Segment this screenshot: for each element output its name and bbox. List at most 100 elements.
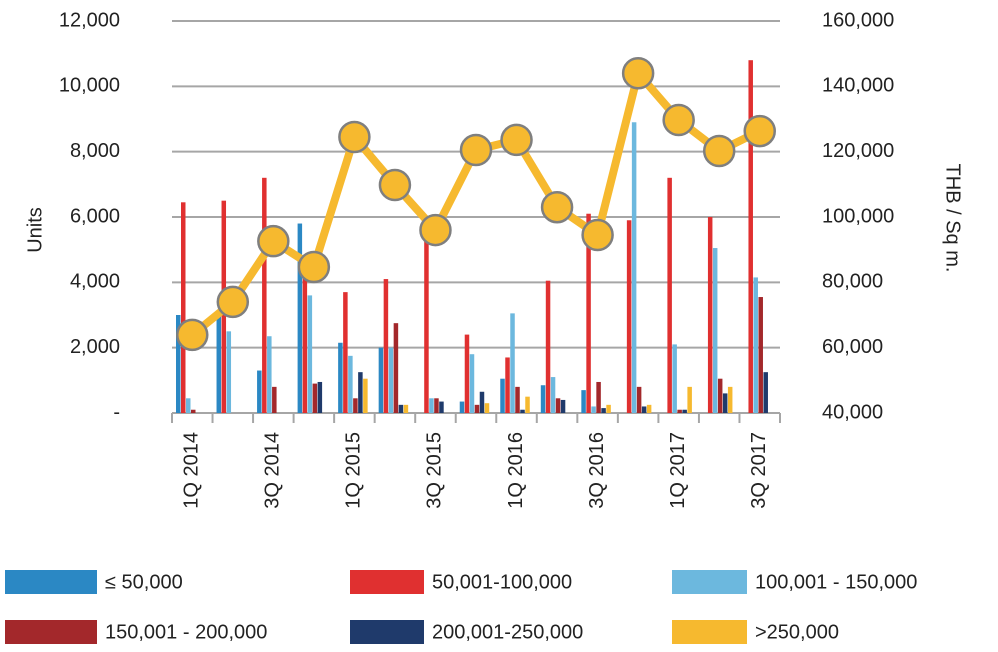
bar [636, 386, 642, 413]
bar [348, 355, 353, 413]
legend-swatch [5, 620, 97, 644]
line-marker [378, 168, 412, 202]
line-marker [621, 57, 655, 90]
bar [439, 401, 444, 413]
line-marker [338, 120, 371, 154]
bar [555, 398, 561, 413]
bar [712, 248, 718, 413]
bar [722, 393, 728, 413]
bar [484, 403, 490, 413]
bar [510, 313, 515, 413]
y-tick-label: 4,000 [70, 271, 120, 293]
bar [646, 404, 652, 413]
bar [500, 378, 505, 413]
legend-swatch [672, 570, 747, 594]
bar [312, 383, 318, 413]
bar [753, 277, 758, 413]
bar [591, 406, 596, 413]
x-tick-label: 1Q 2017 [667, 432, 689, 509]
bar [525, 396, 530, 413]
bar [687, 386, 692, 413]
legend-label: 150,001 - 200,000 [105, 621, 267, 643]
bar [641, 406, 647, 413]
bar [191, 409, 196, 413]
line-marker [540, 190, 574, 224]
bar [176, 315, 181, 413]
bar [186, 398, 191, 413]
bar [338, 342, 343, 413]
legend-swatch [5, 570, 97, 594]
x-tick-label: 1Q 2014 [181, 432, 203, 509]
line-marker [257, 224, 290, 258]
bar [560, 399, 566, 413]
bar [581, 390, 586, 413]
bar [545, 280, 551, 413]
bar [717, 378, 723, 413]
bar [434, 398, 439, 413]
bar [226, 331, 232, 413]
bar [464, 334, 470, 413]
y-tick-label: 10,000 [59, 75, 120, 97]
line-marker [500, 123, 533, 157]
legend-label: 200,001-250,000 [432, 621, 583, 643]
bar [262, 177, 267, 413]
bar [307, 295, 313, 413]
bar [317, 381, 323, 413]
bar [540, 385, 546, 413]
bar [515, 386, 520, 413]
bar [505, 357, 510, 413]
y-tick-label: 2,000 [70, 336, 120, 358]
line-marker [216, 285, 250, 319]
x-tick-label: 3Q 2017 [748, 432, 770, 509]
line-marker [419, 213, 452, 247]
x-tick-label: 3Q 2015 [424, 432, 446, 509]
x-tick-label: 1Q 2016 [505, 432, 527, 509]
bar [586, 213, 591, 413]
line-marker [581, 218, 614, 252]
bar [267, 336, 272, 413]
y2-tick-label: 80,000 [822, 271, 883, 293]
y-tick-label: 8,000 [70, 140, 120, 162]
y-axis-label: Units [24, 207, 46, 253]
y2-tick-label: 60,000 [822, 336, 883, 358]
x-tick-label: 1Q 2015 [343, 432, 365, 509]
bar [429, 398, 434, 413]
bar [626, 220, 632, 413]
bar [606, 404, 611, 413]
bar [677, 409, 682, 413]
bar [550, 377, 556, 413]
x-tick-label: 3Q 2016 [586, 432, 608, 509]
bar [631, 122, 637, 414]
bar [363, 378, 368, 413]
bar [302, 256, 308, 413]
bar [707, 217, 713, 413]
legend-swatch [672, 620, 747, 644]
legend-swatch [350, 620, 424, 644]
bar [474, 404, 480, 413]
y-tick-label: - [113, 401, 120, 423]
bar [601, 408, 606, 413]
x-tick-label: 3Q 2014 [262, 432, 284, 509]
y2-axis-label: THB / Sq m. [942, 164, 964, 273]
bar [479, 391, 485, 413]
bar [469, 354, 475, 413]
line-marker [297, 250, 331, 284]
y2-tick-label: 120,000 [822, 140, 894, 162]
y2-tick-label: 40,000 [822, 401, 883, 423]
legend-label: ≤ 50,000 [105, 571, 183, 593]
bar [398, 404, 404, 413]
line-marker [702, 134, 736, 168]
bar [667, 177, 672, 413]
bar [297, 223, 303, 413]
bar [257, 370, 262, 413]
y2-tick-label: 160,000 [822, 9, 894, 31]
legend-label: >250,000 [755, 621, 839, 643]
bar [272, 386, 277, 413]
bar [216, 315, 222, 413]
bar [403, 404, 409, 413]
bar [393, 323, 399, 413]
bar [758, 297, 763, 413]
bar [358, 372, 363, 413]
y-tick-label: 6,000 [70, 205, 120, 227]
